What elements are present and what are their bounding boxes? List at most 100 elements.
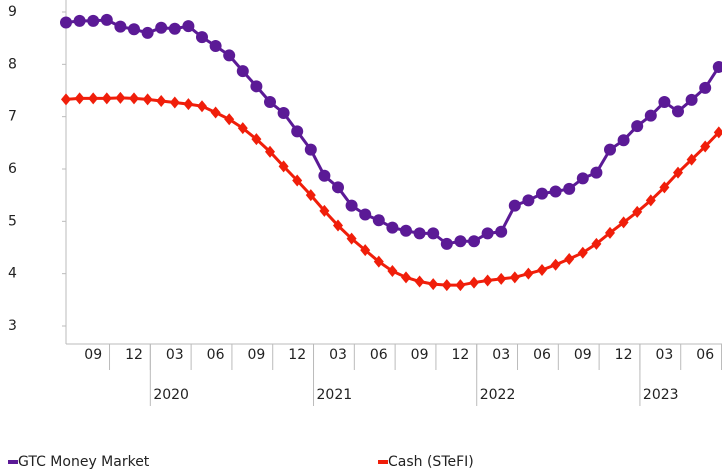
point [304,143,317,156]
point [277,107,290,120]
x-tick-label: 06 [533,347,551,363]
point [236,65,249,78]
point [373,255,384,268]
point [224,113,235,126]
point [278,160,289,173]
point [632,205,643,218]
x-tick-label: 03 [655,347,673,363]
point [87,14,100,27]
point [237,122,248,135]
x-tick-label: 03 [492,347,510,363]
point [577,246,588,259]
point [141,26,154,39]
x-tick-label: 03 [329,347,347,363]
point [292,174,303,187]
point [100,13,113,26]
point [414,275,425,288]
y-tick-label: 4 [8,266,17,282]
point [345,199,358,212]
point [386,221,399,234]
point [672,105,684,118]
year-label: 2023 [643,387,679,403]
point [332,181,344,194]
point [617,134,630,147]
point [495,225,508,238]
point [700,140,711,153]
point [659,181,670,194]
point [182,20,195,33]
point [223,49,236,62]
point [631,120,644,133]
point [169,96,180,109]
series-line [65,18,721,246]
x-tick-label: 12 [451,347,469,363]
point [155,21,168,34]
x-tick-label: 06 [696,347,714,363]
point [265,145,275,158]
point [61,93,71,106]
point [428,278,439,291]
legend-label: GTC Money Market [18,454,150,470]
year-label: 2020 [153,387,189,403]
x-tick-label: 12 [288,347,306,363]
point [549,185,562,198]
point [305,189,316,202]
point [60,16,72,29]
point [522,194,535,207]
point [481,227,494,240]
point [685,93,698,106]
point [699,81,712,94]
point [454,235,467,248]
point [196,31,208,44]
point [114,20,127,33]
point [605,226,615,239]
point [210,106,221,119]
point [645,194,656,207]
point [156,94,167,107]
point [73,14,86,27]
x-tick-label: 09 [84,347,102,363]
x-tick-label: 12 [615,347,633,363]
point [618,216,629,229]
point [115,91,126,104]
point [591,237,602,250]
year-label: 2021 [317,387,353,403]
point [142,93,153,106]
point [550,258,561,271]
point [563,182,576,195]
point [74,92,85,105]
point [401,271,411,284]
point [658,96,671,109]
point [101,92,112,105]
point [209,40,222,53]
y-tick-label: 7 [8,109,17,125]
year-label: 2022 [480,387,516,403]
point [129,92,139,105]
point [496,272,507,285]
point [250,80,263,93]
point [686,153,697,166]
x-tick-label: 12 [125,347,143,363]
point [468,235,480,248]
x-tick-label: 06 [370,347,388,363]
point [673,166,683,179]
point [128,23,140,36]
point [509,271,520,284]
point [455,279,466,292]
point [88,92,99,105]
y-tick-label: 9 [8,4,17,20]
y-tick-label: 8 [8,56,17,72]
point [168,22,181,35]
point [359,208,372,221]
point [197,100,207,113]
point [441,279,452,292]
point [318,169,331,182]
point [333,219,343,232]
point [346,232,357,245]
x-tick-label: 06 [207,347,225,363]
x-tick-label: 09 [247,347,265,363]
point [183,98,194,111]
x-tick-label: 09 [574,347,592,363]
point [427,227,440,240]
